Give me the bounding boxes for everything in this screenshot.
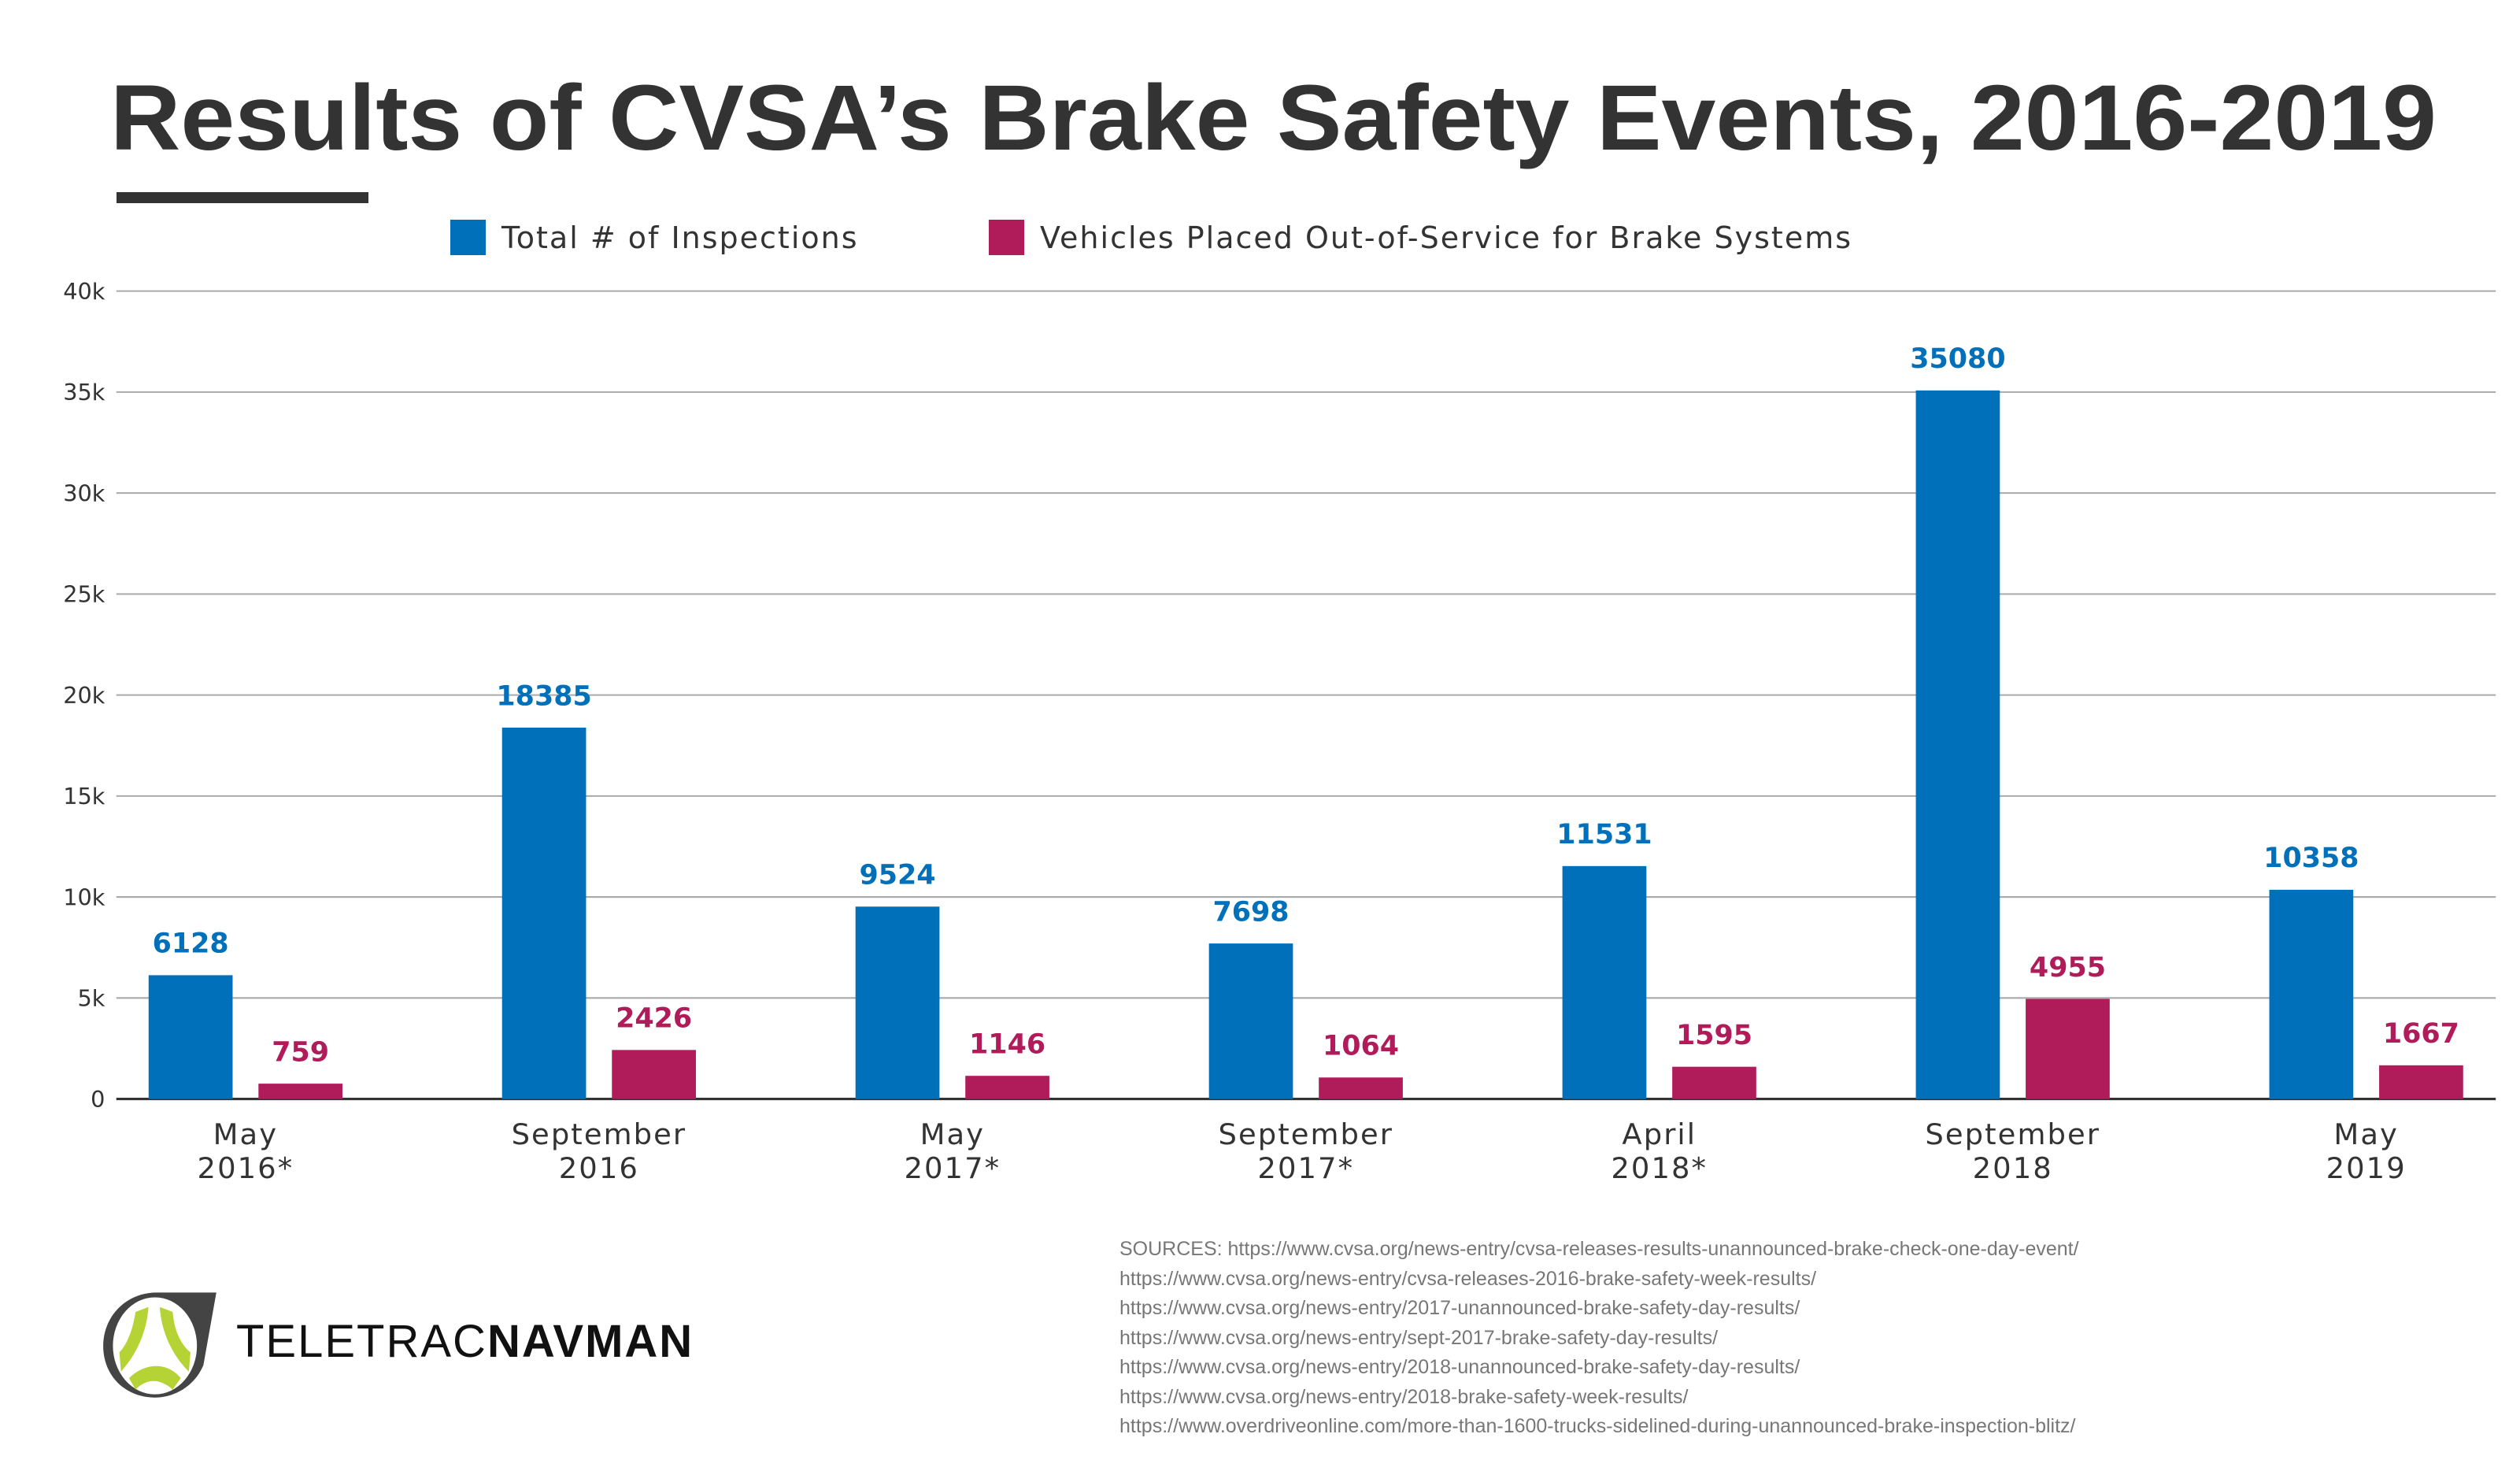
sources: SOURCES: https://www.cvsa.org/news-entry…: [1119, 1235, 2079, 1442]
bar-inspections: [1915, 390, 2000, 1099]
x-tick-label-year: 2016*: [198, 1151, 294, 1185]
source-line: https://www.cvsa.org/news-entry/cvsa-rel…: [1119, 1267, 1817, 1290]
source-line: https://www.cvsa.org/news-entry/2018-bra…: [1119, 1385, 1689, 1408]
x-tick-label-year: 2019: [2326, 1151, 2407, 1185]
y-tick-label: 0: [91, 1086, 105, 1113]
y-tick-label: 15k: [63, 783, 105, 810]
legend-label: Total # of Inspections: [501, 220, 859, 255]
bar-out-of-service: [612, 1050, 696, 1099]
bar-inspections: [2269, 889, 2354, 1099]
y-tick-label: 30k: [63, 480, 105, 506]
legend-swatch-magenta: [989, 220, 1024, 255]
x-tick-label-year: 2018: [1973, 1151, 2053, 1185]
bar-out-of-service: [2379, 1065, 2463, 1099]
x-tick-label-year: 2017*: [1257, 1151, 1354, 1185]
y-tick-label: 25k: [63, 581, 105, 608]
x-tick-label: May: [2333, 1117, 2399, 1151]
data-label: 6128: [153, 928, 229, 960]
logo-text-bold: NAVMAN: [487, 1316, 694, 1367]
bar-out-of-service: [2026, 999, 2110, 1099]
teletrac-navman-logo-icon: [103, 1292, 216, 1398]
x-tick-label-year: 2018*: [1611, 1151, 1708, 1185]
x-tick-label-year: 2016: [559, 1151, 639, 1185]
x-tick-label: April: [1622, 1117, 1697, 1151]
x-tick-label: September: [512, 1117, 687, 1151]
legend-item-out-of-service: Vehicles Placed Out-of-Service for Brake…: [989, 220, 1852, 255]
chart-title-wrapper: Results of CVSA’s Brake Safety Events, 2…: [110, 66, 2437, 170]
bar-inspections: [1562, 865, 1647, 1099]
source-line: https://www.overdriveonline.com/more-tha…: [1119, 1415, 2076, 1437]
data-label: 9524: [860, 860, 936, 891]
bar-out-of-service: [1672, 1066, 1756, 1099]
data-label: 1667: [2383, 1018, 2459, 1050]
data-label: 1595: [1676, 1020, 1752, 1051]
legend-swatch-blue: [450, 220, 486, 255]
source-line: https://www.cvsa.org/news-entry/sept-201…: [1119, 1326, 1719, 1349]
bar-out-of-service: [965, 1076, 1049, 1099]
y-tick-label: 10k: [63, 884, 105, 910]
bar-chart: 05k10k15k20k25k30k35k40k6128759May2016*1…: [63, 278, 2496, 1185]
data-label: 2426: [616, 1003, 692, 1035]
x-tick-label-year: 2017*: [904, 1151, 1001, 1185]
x-tick-label: May: [213, 1117, 279, 1151]
bar-inspections: [1208, 943, 1293, 1099]
data-label: 4955: [2030, 952, 2106, 984]
data-label: 35080: [1910, 343, 2005, 375]
legend-item-inspections: Total # of Inspections: [450, 220, 859, 255]
y-tick-label: 35k: [63, 379, 105, 406]
y-tick-label: 5k: [77, 985, 105, 1012]
data-label: 1146: [969, 1028, 1045, 1060]
x-tick-label: May: [920, 1117, 986, 1151]
y-tick-label: 40k: [63, 278, 105, 305]
data-label: 10358: [2263, 843, 2359, 874]
bar-out-of-service: [1319, 1077, 1403, 1099]
data-label: 7698: [1212, 896, 1289, 928]
data-label: 18385: [496, 680, 591, 712]
x-tick-label: September: [1218, 1117, 1393, 1151]
logo-text: TELETRACNAVMAN: [236, 1315, 694, 1368]
source-line: https://www.cvsa.org/news-entry/2017-una…: [1119, 1297, 1800, 1319]
chart-title: Results of CVSA’s Brake Safety Events, 2…: [110, 66, 2437, 170]
bar-inspections: [148, 975, 233, 1099]
data-label: 1064: [1323, 1031, 1399, 1062]
x-tick-label: September: [1925, 1117, 2100, 1151]
data-label: 11531: [1556, 819, 1652, 850]
bar-out-of-service: [258, 1084, 343, 1099]
bar-inspections: [855, 906, 940, 1099]
logo-text-light: TELETRAC: [236, 1316, 487, 1367]
source-line: SOURCES: https://www.cvsa.org/news-entry…: [1119, 1238, 2079, 1260]
source-line: https://www.cvsa.org/news-entry/2018-una…: [1119, 1356, 1800, 1378]
legend-label: Vehicles Placed Out-of-Service for Brake…: [1040, 220, 1853, 255]
title-underline: [117, 192, 368, 203]
data-label: 759: [272, 1036, 329, 1068]
y-tick-label: 20k: [63, 682, 105, 709]
bar-inspections: [501, 728, 587, 1099]
